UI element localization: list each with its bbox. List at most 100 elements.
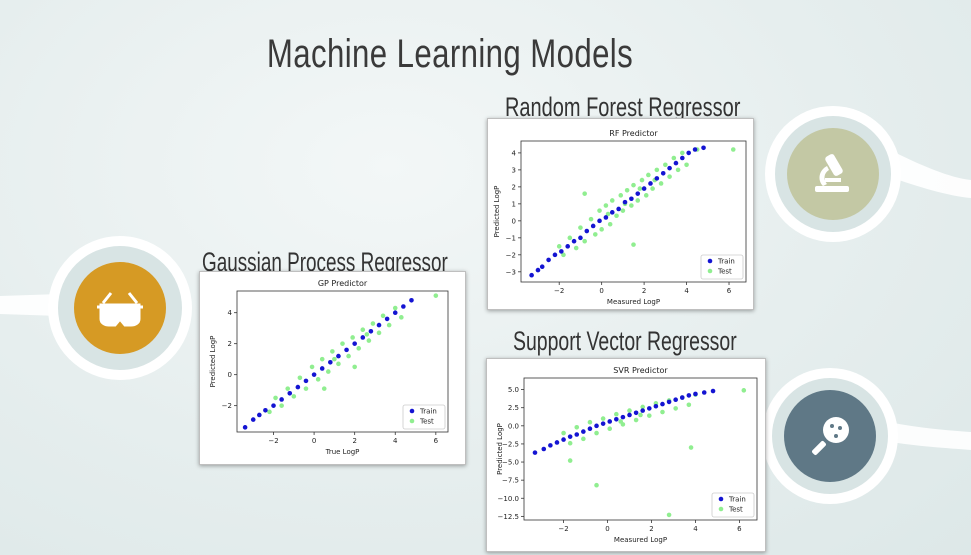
gp-chart-frame: GP Predictor −2 0 2 4 6 −2 0 2 4 True LogP Predicte… bbox=[199, 271, 466, 465]
test-point bbox=[574, 424, 580, 430]
train-point bbox=[646, 406, 652, 411]
test-point bbox=[380, 313, 386, 319]
test-point bbox=[730, 147, 736, 152]
train-point bbox=[287, 390, 293, 396]
test-point bbox=[352, 364, 357, 370]
y-tick-label: −10.0 bbox=[498, 495, 519, 503]
x-tick-label: −2 bbox=[558, 525, 568, 533]
y-axis-label: Predicted LogP bbox=[493, 186, 501, 238]
test-point bbox=[686, 402, 692, 408]
y-tick-label: 4 bbox=[512, 149, 517, 157]
x-tick-label: −2 bbox=[268, 437, 278, 445]
vr-goggles-icon bbox=[97, 292, 143, 327]
test-point bbox=[273, 395, 278, 401]
y-tick-label: 1 bbox=[512, 200, 516, 208]
train-point bbox=[554, 440, 560, 445]
test-point bbox=[578, 225, 583, 230]
test-point bbox=[567, 440, 573, 446]
train-point bbox=[633, 410, 639, 416]
test-point bbox=[325, 369, 331, 374]
y-axis-label: Predicted LogP bbox=[496, 423, 504, 475]
test-point bbox=[356, 346, 362, 351]
test-point bbox=[597, 208, 602, 213]
y-tick-label: 0.0 bbox=[508, 422, 519, 430]
train-point bbox=[660, 170, 666, 176]
gp-predictor-chart: GP Predictor −2 0 2 4 6 −2 0 2 4 True LogP Predicte… bbox=[209, 279, 449, 456]
train-point bbox=[686, 393, 692, 398]
rf-chart-frame: RF Predictor −2 0 2 4 6 −3 −2 −1 0 1 2 3 4 Measured Lo… bbox=[487, 118, 754, 310]
test-point bbox=[607, 426, 613, 432]
test-point bbox=[614, 411, 619, 417]
train-point bbox=[376, 322, 382, 328]
test-point bbox=[675, 167, 681, 173]
x-tick-label: 4 bbox=[693, 525, 698, 533]
train-point bbox=[648, 181, 653, 186]
svr-predictor-chart: SVR Predictor −2 0 2 4 6 5.0 2.5 0.0 −2.5 −5.0 −7.5… bbox=[496, 366, 758, 544]
test-point bbox=[666, 512, 672, 518]
test-point bbox=[399, 315, 404, 320]
test-point bbox=[650, 186, 655, 191]
train-point bbox=[654, 176, 660, 181]
y-tick-label: −3 bbox=[506, 268, 516, 276]
train-point bbox=[546, 257, 551, 263]
chart-title: SVR Predictor bbox=[613, 366, 668, 375]
train-point bbox=[368, 328, 374, 334]
train-point bbox=[603, 215, 609, 220]
legend-marker bbox=[409, 408, 415, 414]
train-point bbox=[701, 390, 707, 395]
train-point bbox=[574, 432, 580, 437]
magnifier-icon bbox=[812, 417, 849, 455]
train-point bbox=[679, 395, 685, 400]
train-point bbox=[360, 335, 366, 340]
test-point bbox=[592, 232, 598, 237]
test-point bbox=[627, 408, 632, 413]
plot-area bbox=[236, 290, 449, 433]
train-point bbox=[693, 391, 698, 397]
train-point bbox=[587, 426, 593, 432]
train-point bbox=[303, 378, 309, 384]
train-point bbox=[539, 264, 545, 270]
legend-label: Train bbox=[419, 408, 437, 416]
x-tick-label: 2 bbox=[649, 525, 653, 533]
x-axis-label: True LogP bbox=[325, 448, 360, 456]
y-tick-label: −1 bbox=[506, 234, 516, 242]
microscope-badge bbox=[765, 106, 901, 242]
y-tick-label: 0 bbox=[228, 371, 232, 379]
train-point bbox=[640, 408, 645, 413]
legend-label: Train bbox=[728, 496, 746, 504]
train-point bbox=[559, 249, 564, 254]
y-axis-label: Predicted LogP bbox=[209, 336, 217, 388]
svr-heading: Support Vector Regressor bbox=[513, 326, 737, 356]
test-point bbox=[629, 203, 634, 208]
x-tick-label: 4 bbox=[684, 287, 689, 295]
train-point bbox=[409, 297, 414, 303]
test-point bbox=[680, 150, 685, 156]
test-point bbox=[663, 162, 668, 168]
train-point bbox=[242, 425, 248, 430]
microscope-icon bbox=[815, 154, 849, 192]
test-point bbox=[639, 177, 645, 183]
train-point bbox=[616, 206, 621, 212]
y-tick-label: 3 bbox=[512, 166, 516, 174]
test-point bbox=[599, 227, 604, 232]
test-point bbox=[658, 181, 664, 186]
chart-title: GP Predictor bbox=[318, 279, 368, 288]
test-point bbox=[588, 216, 594, 222]
test-point bbox=[607, 221, 613, 227]
train-point bbox=[328, 359, 333, 365]
x-tick-label: 6 bbox=[737, 525, 742, 533]
test-point bbox=[376, 330, 382, 336]
train-point bbox=[673, 397, 678, 403]
train-point bbox=[627, 412, 632, 418]
test-point bbox=[741, 388, 747, 393]
y-tick-label: −5.0 bbox=[502, 459, 519, 467]
test-point bbox=[321, 386, 327, 391]
test-point bbox=[673, 406, 678, 411]
train-point bbox=[629, 196, 634, 202]
test-point bbox=[614, 213, 619, 219]
train-point bbox=[311, 372, 317, 377]
test-point bbox=[366, 338, 372, 343]
test-point bbox=[370, 321, 376, 326]
train-point bbox=[352, 341, 357, 346]
test-point bbox=[618, 193, 624, 198]
